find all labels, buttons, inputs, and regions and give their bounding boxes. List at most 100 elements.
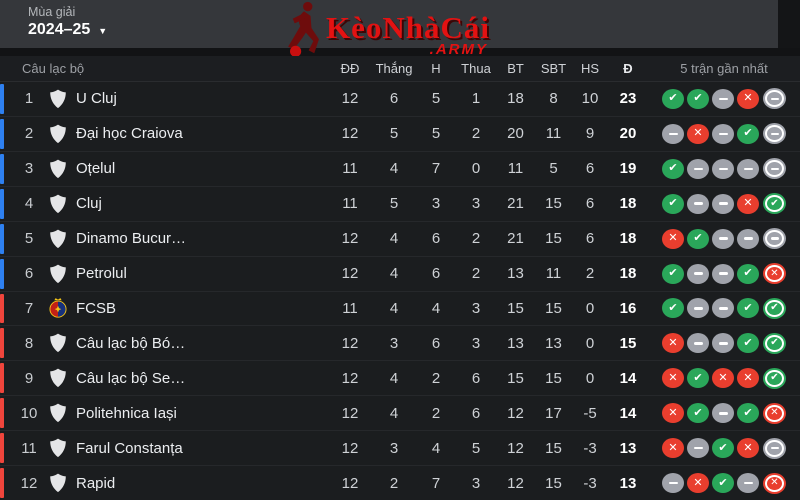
table-row[interactable]: 4 Cluj 11 5 3 3 21 15 6 18 ✔ ✕ ✔ xyxy=(0,185,800,221)
stat-played: 12 xyxy=(341,230,359,248)
stat-wins: 5 xyxy=(389,195,399,213)
stat-played: 12 xyxy=(341,369,359,387)
form-cell: ✕ ✔ xyxy=(648,228,800,249)
stat-gd: 0 xyxy=(585,369,595,387)
stat-gd: 6 xyxy=(585,160,595,178)
team-crest xyxy=(46,332,70,354)
form-draw-icon xyxy=(765,90,784,108)
table-body: 1 U Cluj 12 6 5 1 18 8 10 23 ✔ ✔ ✕ 2 Đại học Craiova… xyxy=(0,82,800,500)
dash-glyph xyxy=(770,446,779,450)
table-row[interactable]: 12 Rapid 12 2 7 3 12 15 -3 13 ✕ ✔ ✕ xyxy=(0,465,800,500)
team-crest xyxy=(46,437,70,459)
header-goals-for: BT xyxy=(507,61,524,76)
dash-glyph xyxy=(718,272,728,275)
standing-zone-bar xyxy=(0,398,4,429)
stat-losses: 3 xyxy=(471,334,481,352)
stat-losses: 6 xyxy=(471,404,481,422)
stat-draws: 2 xyxy=(431,369,441,387)
team-crest xyxy=(46,228,70,250)
rank-cell: 7 xyxy=(24,299,34,317)
season-value-text: 2024–25 xyxy=(28,21,91,38)
stat-draws: 7 xyxy=(431,474,441,492)
form-win-icon: ✔ xyxy=(662,263,684,284)
stat-losses: 0 xyxy=(471,160,481,178)
form-draw-icon xyxy=(687,263,709,284)
form-draw-icon xyxy=(765,230,784,248)
header-losses: Thua xyxy=(461,61,491,76)
stat-wins: 2 xyxy=(389,474,399,492)
stat-wins: 4 xyxy=(389,160,399,178)
season-select-value[interactable]: 2024–25 ▼ xyxy=(28,21,107,39)
season-select[interactable]: Mùa giải 2024–25 ▼ xyxy=(28,5,107,39)
table-row[interactable]: 2 Đại học Craiova 12 5 5 2 20 11 9 20 ✕ ✔ xyxy=(0,115,800,151)
form-cell: ✔ ✕ ✔ xyxy=(648,193,800,214)
team-name: Đại học Craiova xyxy=(76,125,183,143)
form-draw-icon xyxy=(737,158,759,179)
table-row[interactable]: 10 Politehnica Iași 12 4 2 6 12 17 -5 14 ✕ ✔ ✔ ✕ xyxy=(0,395,800,430)
stat-wins: 4 xyxy=(389,299,399,317)
dash-glyph xyxy=(718,307,728,310)
logo-text: KèoNhàCái xyxy=(326,10,490,45)
standing-zone-bar xyxy=(0,328,4,359)
rank-cell: 5 xyxy=(24,230,34,248)
rank-cell: 12 xyxy=(20,474,38,492)
stat-ga: 15 xyxy=(545,369,562,387)
rank-cell: 11 xyxy=(21,439,37,457)
form-loss-icon: ✕ xyxy=(737,88,759,109)
form-draw-icon xyxy=(712,228,734,249)
form-win-icon: ✔ xyxy=(737,333,759,354)
form-loss-icon: ✕ xyxy=(765,265,784,283)
table-row[interactable]: 11 Farul Constanța 12 3 4 5 12 15 -3 13 ✕ ✔ ✕ xyxy=(0,430,800,465)
table-row[interactable]: 5 Dinamo Bucur… 12 4 6 2 21 15 6 18 ✕ ✔ xyxy=(0,220,800,256)
keonhacai-logo[interactable]: KèoNhàCái .ARMY xyxy=(276,0,490,58)
table-row[interactable]: 1 U Cluj 12 6 5 1 18 8 10 23 ✔ ✔ ✕ xyxy=(0,82,800,116)
dash-glyph xyxy=(693,167,703,171)
shield-crest-icon xyxy=(50,89,66,109)
logo-suffix: .ARMY xyxy=(429,41,488,58)
form-win-icon: ✔ xyxy=(662,88,684,109)
stat-losses: 3 xyxy=(471,299,481,317)
stat-gd: 9 xyxy=(585,125,595,143)
stat-played: 12 xyxy=(341,265,359,283)
stat-gd: 0 xyxy=(585,299,595,317)
stat-wins: 4 xyxy=(389,404,399,422)
shield-crest-icon xyxy=(50,194,66,213)
form-draw-icon xyxy=(737,228,759,249)
dash-glyph xyxy=(770,97,779,101)
top-bar: Mùa giải 2024–25 ▼ KèoNhàCái .ARMY xyxy=(0,0,778,58)
stat-gd: 6 xyxy=(585,195,595,213)
team-name: Oțelul xyxy=(76,160,116,178)
standing-zone-bar xyxy=(0,433,4,464)
form-cell: ✔ ✔ ✔ xyxy=(648,298,800,319)
stat-pts: 14 xyxy=(619,404,637,422)
stat-draws: 6 xyxy=(431,230,441,248)
form-win-icon: ✔ xyxy=(737,403,759,424)
stat-gf: 13 xyxy=(507,265,524,283)
stat-played: 11 xyxy=(342,160,358,178)
form-win-icon: ✔ xyxy=(737,298,759,319)
dash-glyph xyxy=(718,132,728,136)
team-name: Politehnica Iași xyxy=(76,404,177,422)
team-name: Câu lạc bộ Se… xyxy=(76,369,186,387)
form-win-icon: ✔ xyxy=(765,195,784,213)
table-row[interactable]: 7 FCSB 11 4 4 3 15 15 0 16 ✔ ✔ ✔ xyxy=(0,290,800,326)
standing-zone-bar xyxy=(0,153,4,184)
form-draw-icon xyxy=(712,298,734,319)
form-draw-icon xyxy=(662,473,684,494)
table-row[interactable]: 3 Oțelul 11 4 7 0 11 5 6 19 ✔ xyxy=(0,150,800,186)
stat-gf: 15 xyxy=(507,299,524,317)
header-draws: H xyxy=(431,61,441,76)
standing-zone-bar xyxy=(0,118,4,149)
shield-crest-icon xyxy=(50,124,66,143)
stat-draws: 3 xyxy=(431,195,441,213)
form-win-icon: ✔ xyxy=(765,334,784,352)
team-crest xyxy=(46,472,70,494)
table-row[interactable]: 9 Câu lạc bộ Se… 12 4 2 6 15 15 0 14 ✕ ✔ ✕ ✕ ✔ xyxy=(0,360,800,395)
table-row[interactable]: 6 Petrolul 12 4 6 2 13 11 2 18 ✔ ✔ ✕ xyxy=(0,255,800,291)
form-cell: ✔ ✔ ✕ xyxy=(648,263,800,284)
stat-gf: 15 xyxy=(507,369,524,387)
table-row[interactable]: 8 Câu lạc bộ Bó… 12 3 6 3 13 13 0 15 ✕ ✔ ✔ xyxy=(0,325,800,360)
stat-gd: -3 xyxy=(583,474,597,492)
form-loss-icon: ✕ xyxy=(737,438,759,459)
stat-played: 12 xyxy=(341,474,359,492)
